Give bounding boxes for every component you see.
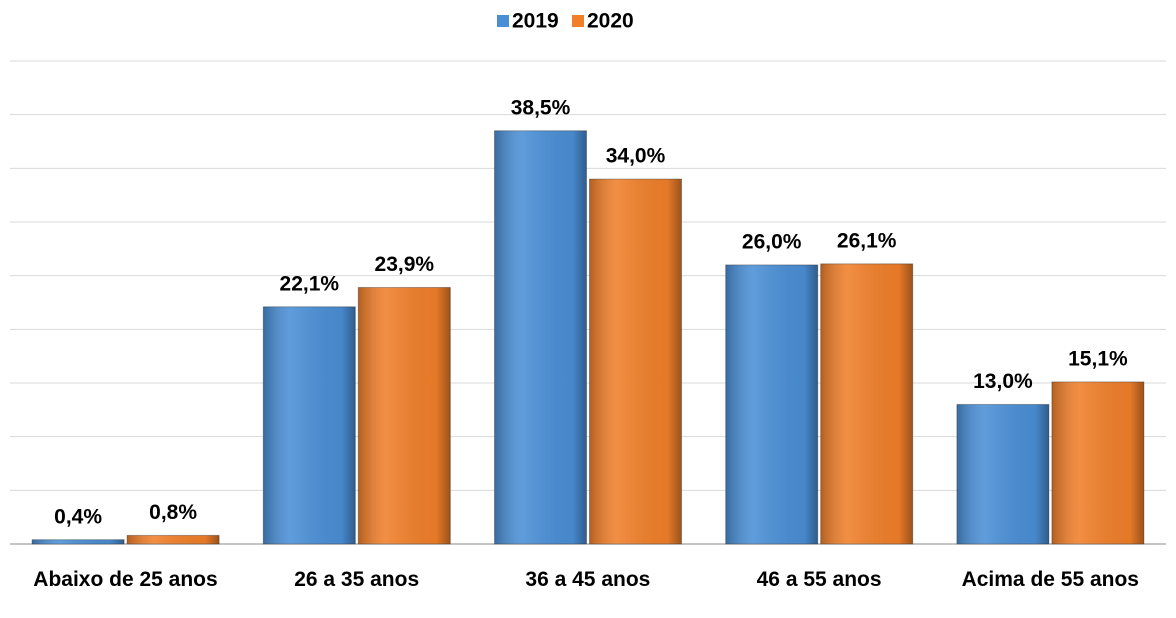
value-label: 0,8% bbox=[149, 501, 197, 524]
legend-swatch bbox=[497, 15, 509, 27]
value-label: 0,4% bbox=[54, 505, 102, 528]
bar bbox=[589, 178, 682, 545]
x-tick-label: 36 a 45 anos bbox=[525, 568, 651, 591]
bar bbox=[357, 286, 451, 545]
x-tick-label: Abaixo de 25 anos bbox=[33, 568, 218, 591]
bar bbox=[31, 539, 125, 545]
x-tick-label: 46 a 55 anos bbox=[756, 568, 882, 591]
value-label: 13,0% bbox=[973, 370, 1033, 393]
value-label: 34,0% bbox=[606, 145, 666, 168]
bar bbox=[956, 403, 1050, 545]
x-tick-label: Acima de 55 anos bbox=[961, 568, 1139, 591]
bar bbox=[725, 264, 819, 545]
value-label: 26,0% bbox=[742, 230, 802, 253]
legend-label: 2019 bbox=[512, 10, 559, 33]
value-label: 26,1% bbox=[837, 229, 897, 252]
bar bbox=[262, 306, 356, 545]
value-label: 15,1% bbox=[1068, 347, 1128, 370]
value-label: 23,9% bbox=[375, 253, 435, 276]
value-label: 22,1% bbox=[280, 272, 340, 295]
bar bbox=[494, 130, 587, 545]
bar bbox=[126, 534, 220, 545]
legend-label: 2020 bbox=[587, 10, 634, 33]
x-tick-label: 26 a 35 anos bbox=[294, 568, 420, 591]
bar bbox=[1051, 381, 1145, 545]
legend-swatch bbox=[572, 15, 584, 27]
bar bbox=[820, 263, 914, 545]
value-label: 38,5% bbox=[511, 96, 571, 119]
